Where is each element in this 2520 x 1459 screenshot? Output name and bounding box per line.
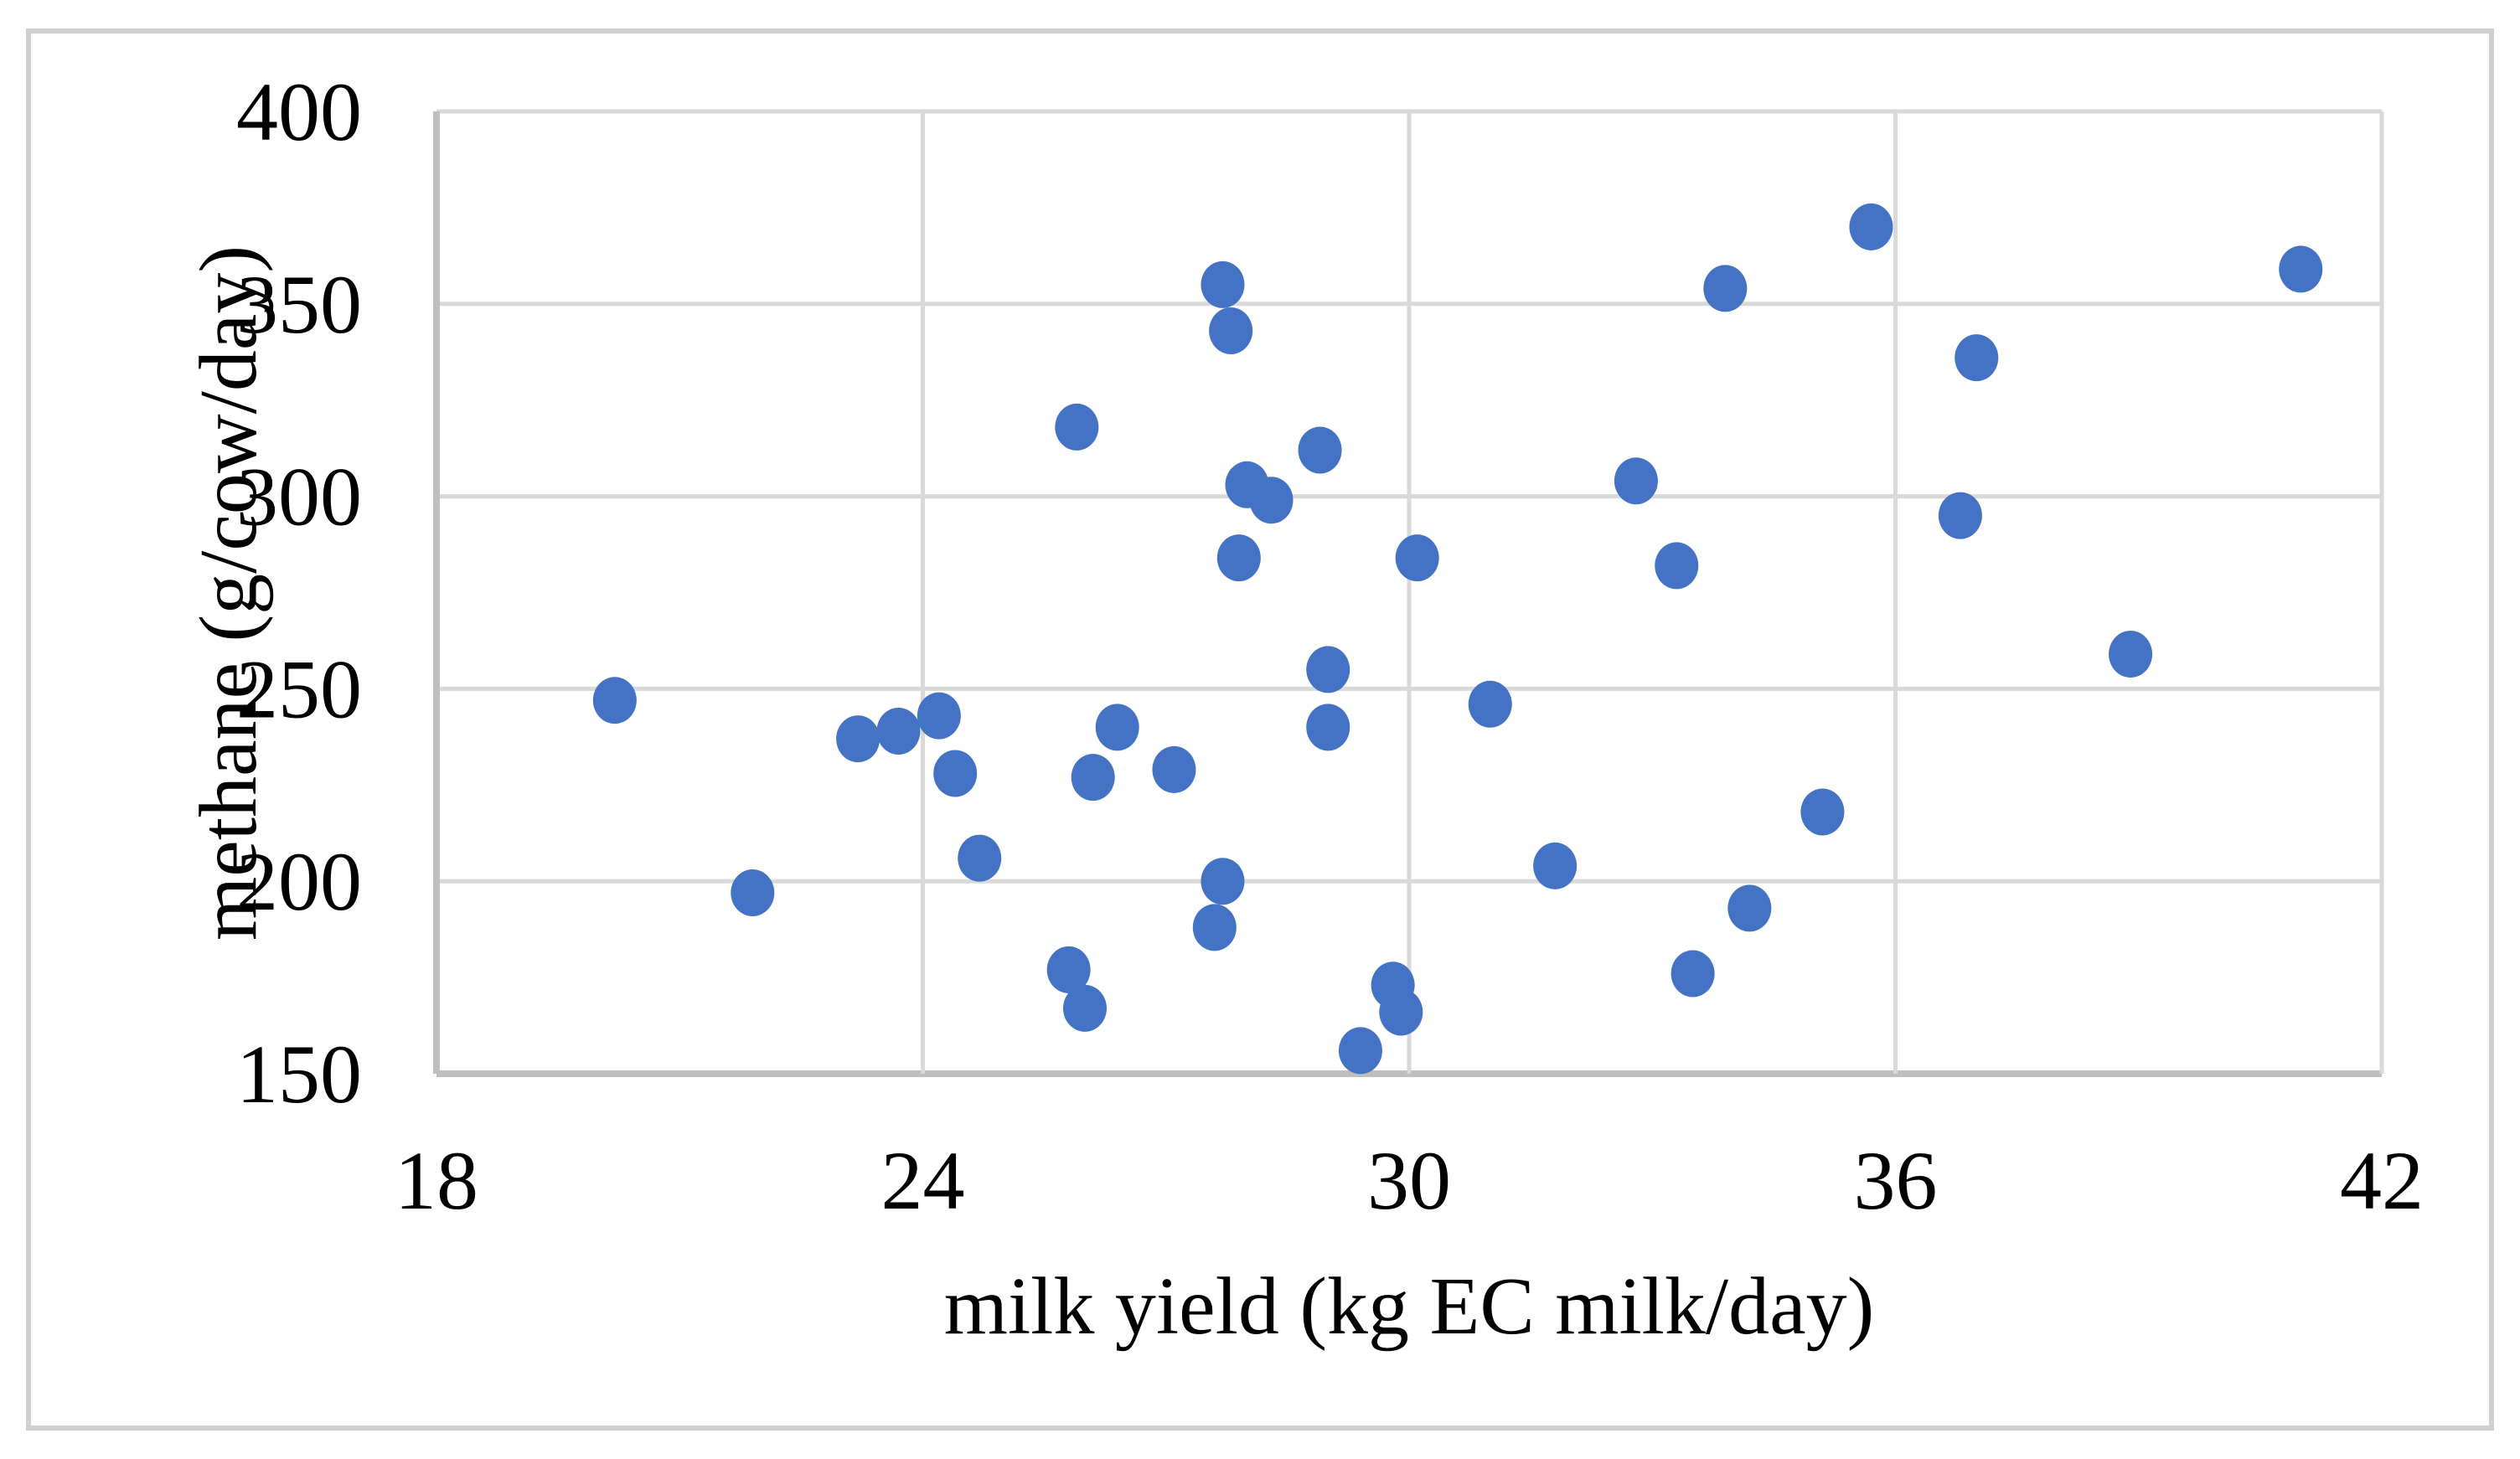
data-point — [1338, 1027, 1382, 1075]
data-point — [1533, 842, 1578, 889]
y-tick-label: 200 — [236, 835, 362, 928]
x-tick-label: 24 — [881, 1134, 965, 1227]
x-axis-title: milk yield (kg EC milk/day) — [944, 1261, 1875, 1352]
data-point — [1216, 534, 1261, 582]
data-point — [836, 715, 880, 763]
data-point — [933, 750, 978, 797]
data-point — [1071, 754, 1115, 802]
data-point — [1209, 307, 1253, 354]
data-point — [1727, 884, 1772, 932]
data-point — [1306, 646, 1350, 693]
x-tick-label: 42 — [2340, 1134, 2424, 1227]
y-tick-label: 150 — [236, 1028, 362, 1121]
data-point — [1849, 203, 1893, 250]
x-tick-label: 30 — [1367, 1134, 1451, 1227]
y-tick-label: 250 — [236, 642, 362, 735]
data-point — [1938, 492, 1982, 539]
data-point — [1055, 403, 1099, 451]
y-tick-label: 400 — [236, 65, 362, 158]
figure-border — [26, 28, 2494, 1431]
data-point — [1379, 988, 1423, 1036]
data-point — [1671, 950, 1715, 998]
data-point — [1800, 788, 1845, 836]
data-point — [958, 834, 1002, 882]
data-point — [1306, 704, 1350, 751]
x-tick-label: 36 — [1854, 1134, 1938, 1227]
y-axis-title: methane (g/cow/day) — [183, 245, 274, 941]
data-point — [731, 869, 775, 916]
data-point — [2109, 631, 2153, 678]
tick-labels: 18 24 30 36 42 150 200 250 300 350 400 — [236, 65, 2424, 1227]
data-point — [917, 692, 961, 740]
data-point — [1063, 984, 1107, 1032]
data-point — [1046, 946, 1091, 993]
data-point — [1249, 477, 1294, 524]
data-point — [1395, 534, 1439, 582]
data-point — [1655, 542, 1699, 590]
data-point — [592, 677, 637, 724]
data-points — [592, 203, 2323, 1075]
y-tick-label: 350 — [236, 258, 362, 351]
data-point — [1095, 704, 1139, 751]
data-point — [1468, 680, 1512, 728]
gridlines — [433, 109, 2384, 1077]
data-point — [1614, 457, 1658, 505]
y-tick-label: 300 — [236, 451, 362, 544]
data-point — [1703, 265, 1748, 312]
data-point — [876, 707, 921, 755]
x-tick-label: 18 — [395, 1134, 478, 1227]
data-point — [1298, 426, 1342, 474]
data-point — [1152, 745, 1196, 793]
data-point — [1201, 260, 1245, 308]
data-point — [1955, 334, 1999, 382]
data-point — [2279, 245, 2323, 293]
data-point — [1192, 904, 1237, 951]
data-point — [1201, 858, 1245, 905]
